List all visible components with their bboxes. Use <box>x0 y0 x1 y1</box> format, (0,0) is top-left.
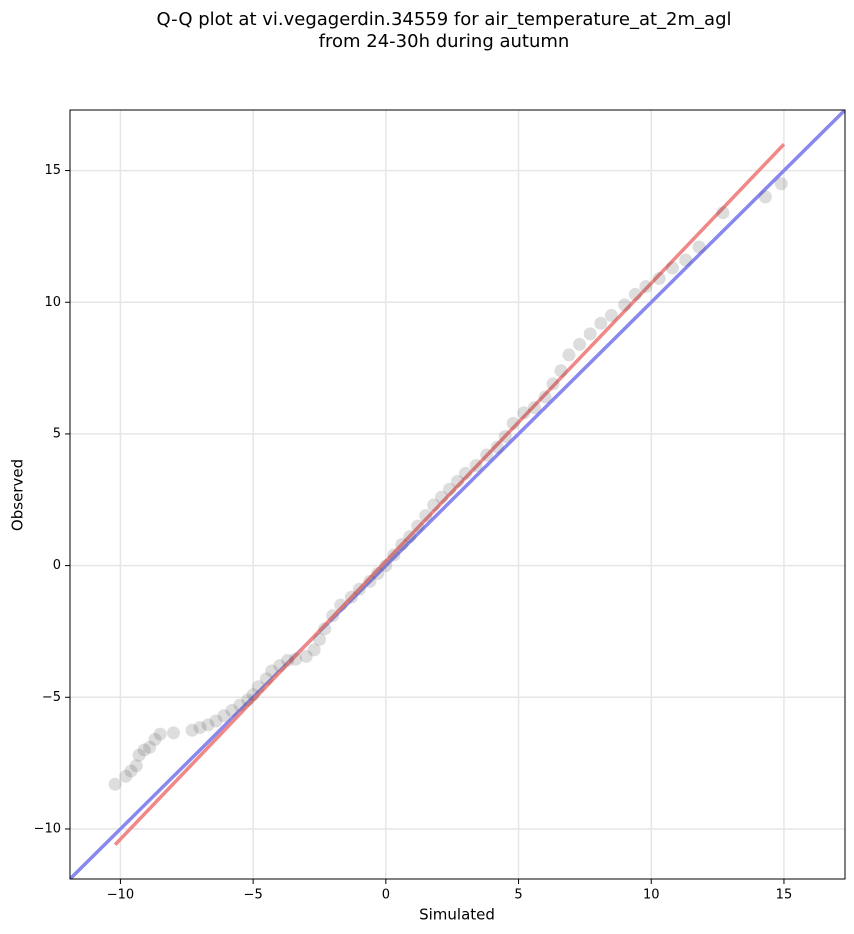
x-tick-label: 5 <box>514 888 522 903</box>
point <box>774 177 788 191</box>
point <box>419 509 433 523</box>
point <box>594 316 608 330</box>
point <box>312 632 326 646</box>
point <box>435 490 449 504</box>
point <box>344 590 358 604</box>
point <box>411 519 425 533</box>
point <box>379 559 393 573</box>
x-tick-label: 0 <box>382 888 390 903</box>
point <box>371 567 385 581</box>
point <box>554 364 568 378</box>
point <box>451 474 464 488</box>
point <box>352 582 366 596</box>
y-tick-label: 10 <box>44 295 61 310</box>
x-tick-label: −5 <box>244 888 263 903</box>
point <box>153 727 167 741</box>
point <box>185 723 199 737</box>
point <box>443 482 457 496</box>
y-tick-label: 15 <box>44 163 61 178</box>
point <box>137 743 151 757</box>
point <box>225 703 239 717</box>
point <box>273 659 287 673</box>
point <box>281 653 295 667</box>
y-tick-label: 5 <box>53 426 61 441</box>
plot-frame <box>69 109 846 880</box>
point <box>217 709 231 723</box>
reference-line <box>70 110 845 879</box>
point <box>363 574 377 588</box>
point <box>692 240 706 254</box>
point <box>167 726 181 740</box>
point <box>639 279 653 293</box>
point <box>265 664 279 678</box>
x-axis-label: Simulated <box>419 906 495 924</box>
point <box>458 466 472 480</box>
y-tick-label: 0 <box>53 558 61 573</box>
point <box>480 448 494 462</box>
point <box>334 598 348 612</box>
point <box>246 688 260 702</box>
x-tick-label: −10 <box>107 888 134 903</box>
point <box>387 548 401 562</box>
point <box>403 530 417 544</box>
reference-line <box>113 143 786 846</box>
point <box>289 652 303 666</box>
point <box>652 272 666 286</box>
point <box>124 764 138 778</box>
point <box>129 759 143 773</box>
chart-subtitle: from 24-30h during autumn <box>319 31 570 52</box>
point <box>546 377 560 391</box>
point <box>527 401 541 415</box>
point <box>573 337 587 351</box>
point <box>628 287 642 301</box>
point <box>679 253 693 267</box>
point <box>148 732 162 746</box>
point <box>201 718 215 732</box>
point <box>143 740 157 754</box>
x-tick-label: 15 <box>776 888 793 903</box>
point <box>562 348 576 362</box>
point <box>108 777 122 791</box>
point <box>299 649 313 663</box>
point <box>716 206 730 220</box>
y-axis-label: Observed <box>9 459 27 531</box>
y-tick-label: −10 <box>34 821 61 836</box>
point <box>132 748 146 762</box>
point <box>427 498 441 512</box>
point <box>538 390 552 404</box>
y-tick-label: −5 <box>42 690 61 705</box>
point <box>209 714 223 728</box>
point <box>665 261 679 275</box>
point <box>618 298 632 312</box>
x-tick-label: 10 <box>643 888 660 903</box>
point <box>498 430 512 444</box>
point <box>758 190 772 204</box>
point <box>583 327 597 341</box>
point <box>517 406 531 420</box>
point <box>251 680 265 694</box>
point <box>506 416 520 430</box>
point <box>395 538 409 552</box>
point <box>469 459 483 473</box>
point <box>259 672 273 686</box>
point <box>318 622 332 636</box>
point <box>193 721 207 735</box>
point <box>604 308 618 322</box>
point <box>241 693 255 707</box>
point <box>307 643 321 657</box>
point <box>326 609 340 623</box>
point <box>490 440 504 454</box>
point <box>119 769 133 783</box>
point <box>233 698 247 712</box>
chart-title: Q-Q plot at vi.vegagerdin.34559 for air_… <box>157 9 732 30</box>
